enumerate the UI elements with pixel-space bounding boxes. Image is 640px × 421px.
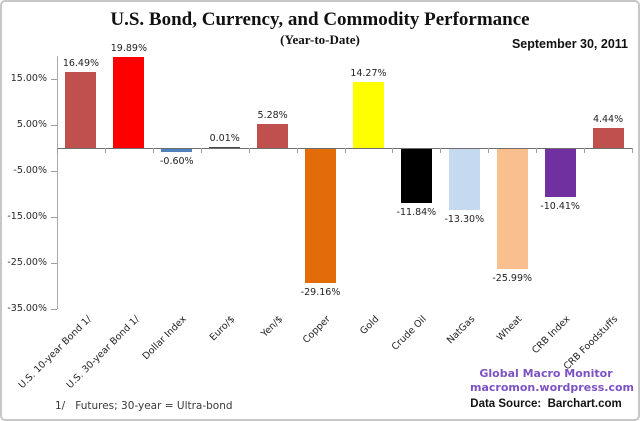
x-axis-tick <box>152 148 154 153</box>
bar-crb-index <box>544 149 576 197</box>
bar-gold <box>352 82 384 148</box>
bar-u-s-30-year-bond-1 <box>113 56 145 148</box>
chart-title: U.S. Bond, Currency, and Commodity Perfo… <box>110 9 530 30</box>
category-label-copper: Copper <box>301 313 334 346</box>
report-date: September 30, 2011 <box>511 37 628 51</box>
category-label-crb-index: CRB Index <box>530 313 573 357</box>
value-label-crb-foodstuffs: 4.44% <box>592 113 624 125</box>
category-label-natgas: NatGas <box>444 313 477 347</box>
bar-euro <box>209 146 241 148</box>
bar-yen <box>257 123 289 148</box>
x-axis-tick <box>200 148 202 153</box>
x-axis-tick <box>536 148 538 153</box>
y-axis-tick <box>51 263 57 264</box>
y-axis-tick-label: -15.00% <box>7 211 47 222</box>
value-label-u-s-10-year-bond-1: 16.49% <box>62 58 100 70</box>
x-axis-tick <box>344 148 346 153</box>
bar-dollar-index <box>161 149 193 152</box>
value-label-crb-index: -10.41% <box>540 200 580 212</box>
bar-wheat <box>496 149 528 269</box>
x-axis-tick <box>632 148 633 153</box>
bar-crude-oil <box>400 149 432 204</box>
category-label-dollar-index: Dollar Index <box>141 313 190 363</box>
footnote: 1/ Futures; 30-year = Ultra-bond <box>55 400 233 412</box>
value-label-copper: -29.16% <box>300 287 341 299</box>
value-label-gold: 14.27% <box>350 68 387 80</box>
data-source: Data Source: Barchart.com <box>470 398 622 410</box>
value-label-natgas: -13.30% <box>444 214 485 226</box>
x-axis-tick <box>392 148 394 153</box>
x-axis-tick <box>584 148 586 153</box>
bar-copper <box>305 149 337 284</box>
y-axis-tick <box>51 125 57 126</box>
category-label-euro: Euro/$ <box>207 313 238 344</box>
y-axis-tick-label: -35.00% <box>7 303 47 314</box>
category-label-yen: Yen/$ <box>259 313 286 340</box>
x-axis-tick <box>248 148 250 153</box>
y-axis-tick-label: 5.00% <box>16 119 47 130</box>
value-label-dollar-index: -0.60% <box>159 155 194 167</box>
category-label-gold: Gold <box>357 313 382 337</box>
chart-subtitle: (Year-to-Date) <box>280 32 360 47</box>
y-axis-tick-label: -5.00% <box>13 165 47 176</box>
bar-crb-foodstuffs <box>592 127 624 148</box>
y-axis-tick-label: -25.00% <box>7 257 47 268</box>
category-label-crude-oil: Crude Oil <box>389 313 429 353</box>
y-axis-tick-label: 15.00% <box>10 73 47 84</box>
value-label-wheat: -25.99% <box>492 272 533 284</box>
value-label-crude-oil: -11.84% <box>396 207 437 219</box>
credit-site-name: Global Macro Monitor <box>479 367 613 380</box>
x-axis-tick <box>296 148 298 153</box>
credit-site-url: macromon.wordpress.com <box>470 381 635 394</box>
category-label-wheat: Wheat <box>495 313 525 344</box>
y-axis-tick <box>51 217 57 218</box>
value-label-u-s-30-year-bond-1: 19.89% <box>110 42 147 54</box>
y-axis-tick <box>51 171 57 172</box>
y-axis-tick <box>51 309 57 310</box>
x-axis-tick <box>57 148 58 153</box>
value-label-euro: 0.01% <box>209 132 240 144</box>
credit-block: Global Macro Monitor macromon.wordpress.… <box>470 367 635 410</box>
bar-natgas <box>448 149 480 211</box>
y-axis-tick <box>51 79 57 80</box>
value-label-yen: 5.28% <box>257 109 288 121</box>
x-axis-tick <box>440 148 442 153</box>
y-axis-line <box>57 56 58 309</box>
bar-u-s-10-year-bond-1 <box>65 72 97 148</box>
x-axis-tick <box>488 148 490 153</box>
x-axis-tick <box>104 148 106 153</box>
